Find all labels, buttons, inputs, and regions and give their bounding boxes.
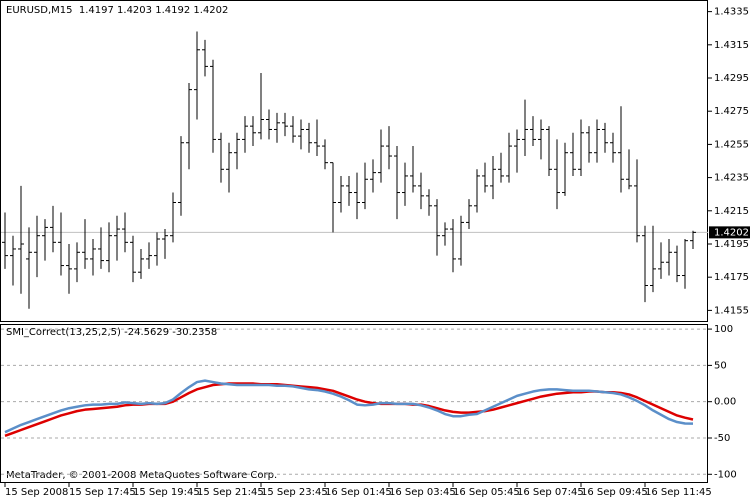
low-value: 1.4192 — [155, 5, 191, 16]
y-tick-label: 1.4275 — [714, 106, 749, 117]
y-tick-label: 1.4195 — [714, 239, 749, 250]
x-tick-label: 15 Sep 19:45 — [133, 487, 200, 498]
open-value: 1.4197 — [78, 5, 114, 16]
x-tick-label: 16 Sep 03:45 — [389, 487, 456, 498]
indicator-name: SMI_Correct(13,25,2,5) — [6, 327, 121, 338]
high-value: 1.4203 — [117, 5, 153, 16]
x-tick-label: 15 Sep 21:45 — [197, 487, 264, 498]
y-tick-label: -50 — [714, 433, 730, 444]
x-tick-label: 15 Sep 2008 — [5, 487, 68, 498]
x-tick-label: 16 Sep 11:45 — [645, 487, 712, 498]
x-tick-label: 15 Sep 23:45 — [261, 487, 328, 498]
indicator-frame — [0, 324, 708, 483]
indicator-line — [4, 379, 694, 434]
y-tick-label: 0.00 — [714, 397, 736, 408]
y-tick-label: 1.4315 — [714, 40, 749, 51]
y-tick-label: -100 — [714, 469, 737, 480]
x-tick-label: 16 Sep 05:45 — [453, 487, 520, 498]
price-header: EURUSD,M15 1.4197 1.4203 1.4192 1.4202 — [6, 5, 228, 16]
indicator-line — [4, 382, 694, 437]
y-tick-label: 1.4295 — [714, 73, 749, 84]
last-price-box — [709, 226, 750, 239]
smi-value: -30.2358 — [172, 327, 218, 338]
y-tick-label: 1.4215 — [714, 206, 749, 217]
x-tick-label: 16 Sep 09:45 — [581, 487, 648, 498]
symbol: EURUSD,M15 — [6, 5, 73, 16]
y-tick-label: 1.4155 — [714, 305, 749, 316]
y-tick-label: 1.4255 — [714, 139, 749, 150]
x-tick-label: 16 Sep 07:45 — [517, 487, 584, 498]
y-tick-label: 100 — [714, 324, 733, 335]
last-price-label: 1.4202 — [714, 227, 749, 238]
x-tick-label: 15 Sep 17:45 — [69, 487, 136, 498]
y-tick-label: 1.4235 — [714, 173, 749, 184]
price-frame — [0, 0, 708, 322]
y-tick-label: 50 — [714, 360, 727, 371]
indicator-header: SMI_Correct(13,25,2,5) -24.5629 -30.2358 — [6, 327, 217, 338]
y-tick-label: 1.4335 — [714, 7, 749, 18]
y-tick-label: 1.4175 — [714, 272, 749, 283]
x-tick-label: 16 Sep 01:45 — [325, 487, 392, 498]
close-value: 1.4202 — [193, 5, 229, 16]
copyright: MetaTrader, © 2001-2008 MetaQuotes Softw… — [6, 470, 277, 481]
signal-value: -24.5629 — [124, 327, 170, 338]
